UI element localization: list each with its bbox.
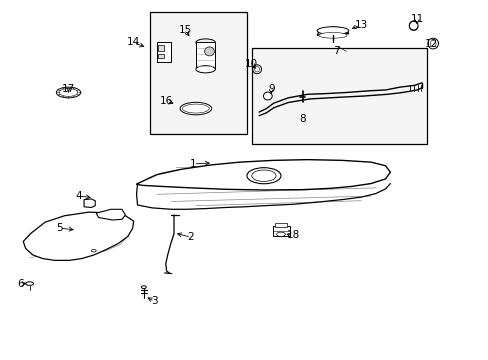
Text: 4: 4 bbox=[76, 191, 82, 201]
Ellipse shape bbox=[318, 32, 346, 38]
Ellipse shape bbox=[252, 65, 261, 74]
Ellipse shape bbox=[251, 170, 276, 181]
Text: 5: 5 bbox=[56, 223, 63, 233]
Ellipse shape bbox=[246, 168, 281, 184]
Ellipse shape bbox=[182, 104, 209, 113]
Ellipse shape bbox=[196, 39, 215, 46]
Ellipse shape bbox=[196, 66, 215, 73]
FancyBboxPatch shape bbox=[158, 54, 164, 58]
Ellipse shape bbox=[427, 38, 438, 49]
FancyBboxPatch shape bbox=[251, 48, 426, 144]
Text: 10: 10 bbox=[244, 59, 258, 69]
Text: 1: 1 bbox=[190, 159, 196, 169]
Polygon shape bbox=[84, 199, 95, 207]
Ellipse shape bbox=[408, 21, 417, 30]
Ellipse shape bbox=[180, 102, 211, 115]
Ellipse shape bbox=[59, 89, 78, 96]
Text: 12: 12 bbox=[424, 39, 437, 49]
FancyBboxPatch shape bbox=[275, 223, 287, 227]
Ellipse shape bbox=[263, 92, 272, 100]
Text: 16: 16 bbox=[160, 96, 173, 107]
Text: 6: 6 bbox=[18, 279, 24, 289]
Ellipse shape bbox=[91, 249, 96, 252]
FancyBboxPatch shape bbox=[149, 12, 246, 134]
Polygon shape bbox=[23, 212, 133, 260]
Ellipse shape bbox=[141, 286, 146, 289]
FancyBboxPatch shape bbox=[196, 42, 215, 69]
Text: 3: 3 bbox=[151, 296, 158, 306]
Ellipse shape bbox=[26, 282, 33, 285]
Text: 18: 18 bbox=[286, 230, 299, 240]
Text: 2: 2 bbox=[187, 232, 194, 242]
FancyBboxPatch shape bbox=[158, 45, 164, 51]
Ellipse shape bbox=[276, 232, 285, 237]
FancyBboxPatch shape bbox=[272, 226, 289, 237]
Text: 14: 14 bbox=[127, 37, 140, 48]
Ellipse shape bbox=[429, 40, 435, 47]
Text: 15: 15 bbox=[178, 25, 191, 35]
Polygon shape bbox=[136, 159, 389, 190]
Ellipse shape bbox=[254, 67, 259, 72]
Text: 17: 17 bbox=[62, 84, 75, 94]
Polygon shape bbox=[96, 209, 125, 220]
FancyBboxPatch shape bbox=[157, 42, 170, 62]
Text: 9: 9 bbox=[267, 84, 274, 94]
Text: 7: 7 bbox=[333, 46, 340, 57]
Ellipse shape bbox=[56, 87, 81, 98]
Text: 8: 8 bbox=[299, 114, 305, 124]
Ellipse shape bbox=[317, 27, 348, 35]
Ellipse shape bbox=[204, 47, 214, 56]
Text: 13: 13 bbox=[354, 19, 367, 30]
Text: 11: 11 bbox=[409, 14, 423, 24]
